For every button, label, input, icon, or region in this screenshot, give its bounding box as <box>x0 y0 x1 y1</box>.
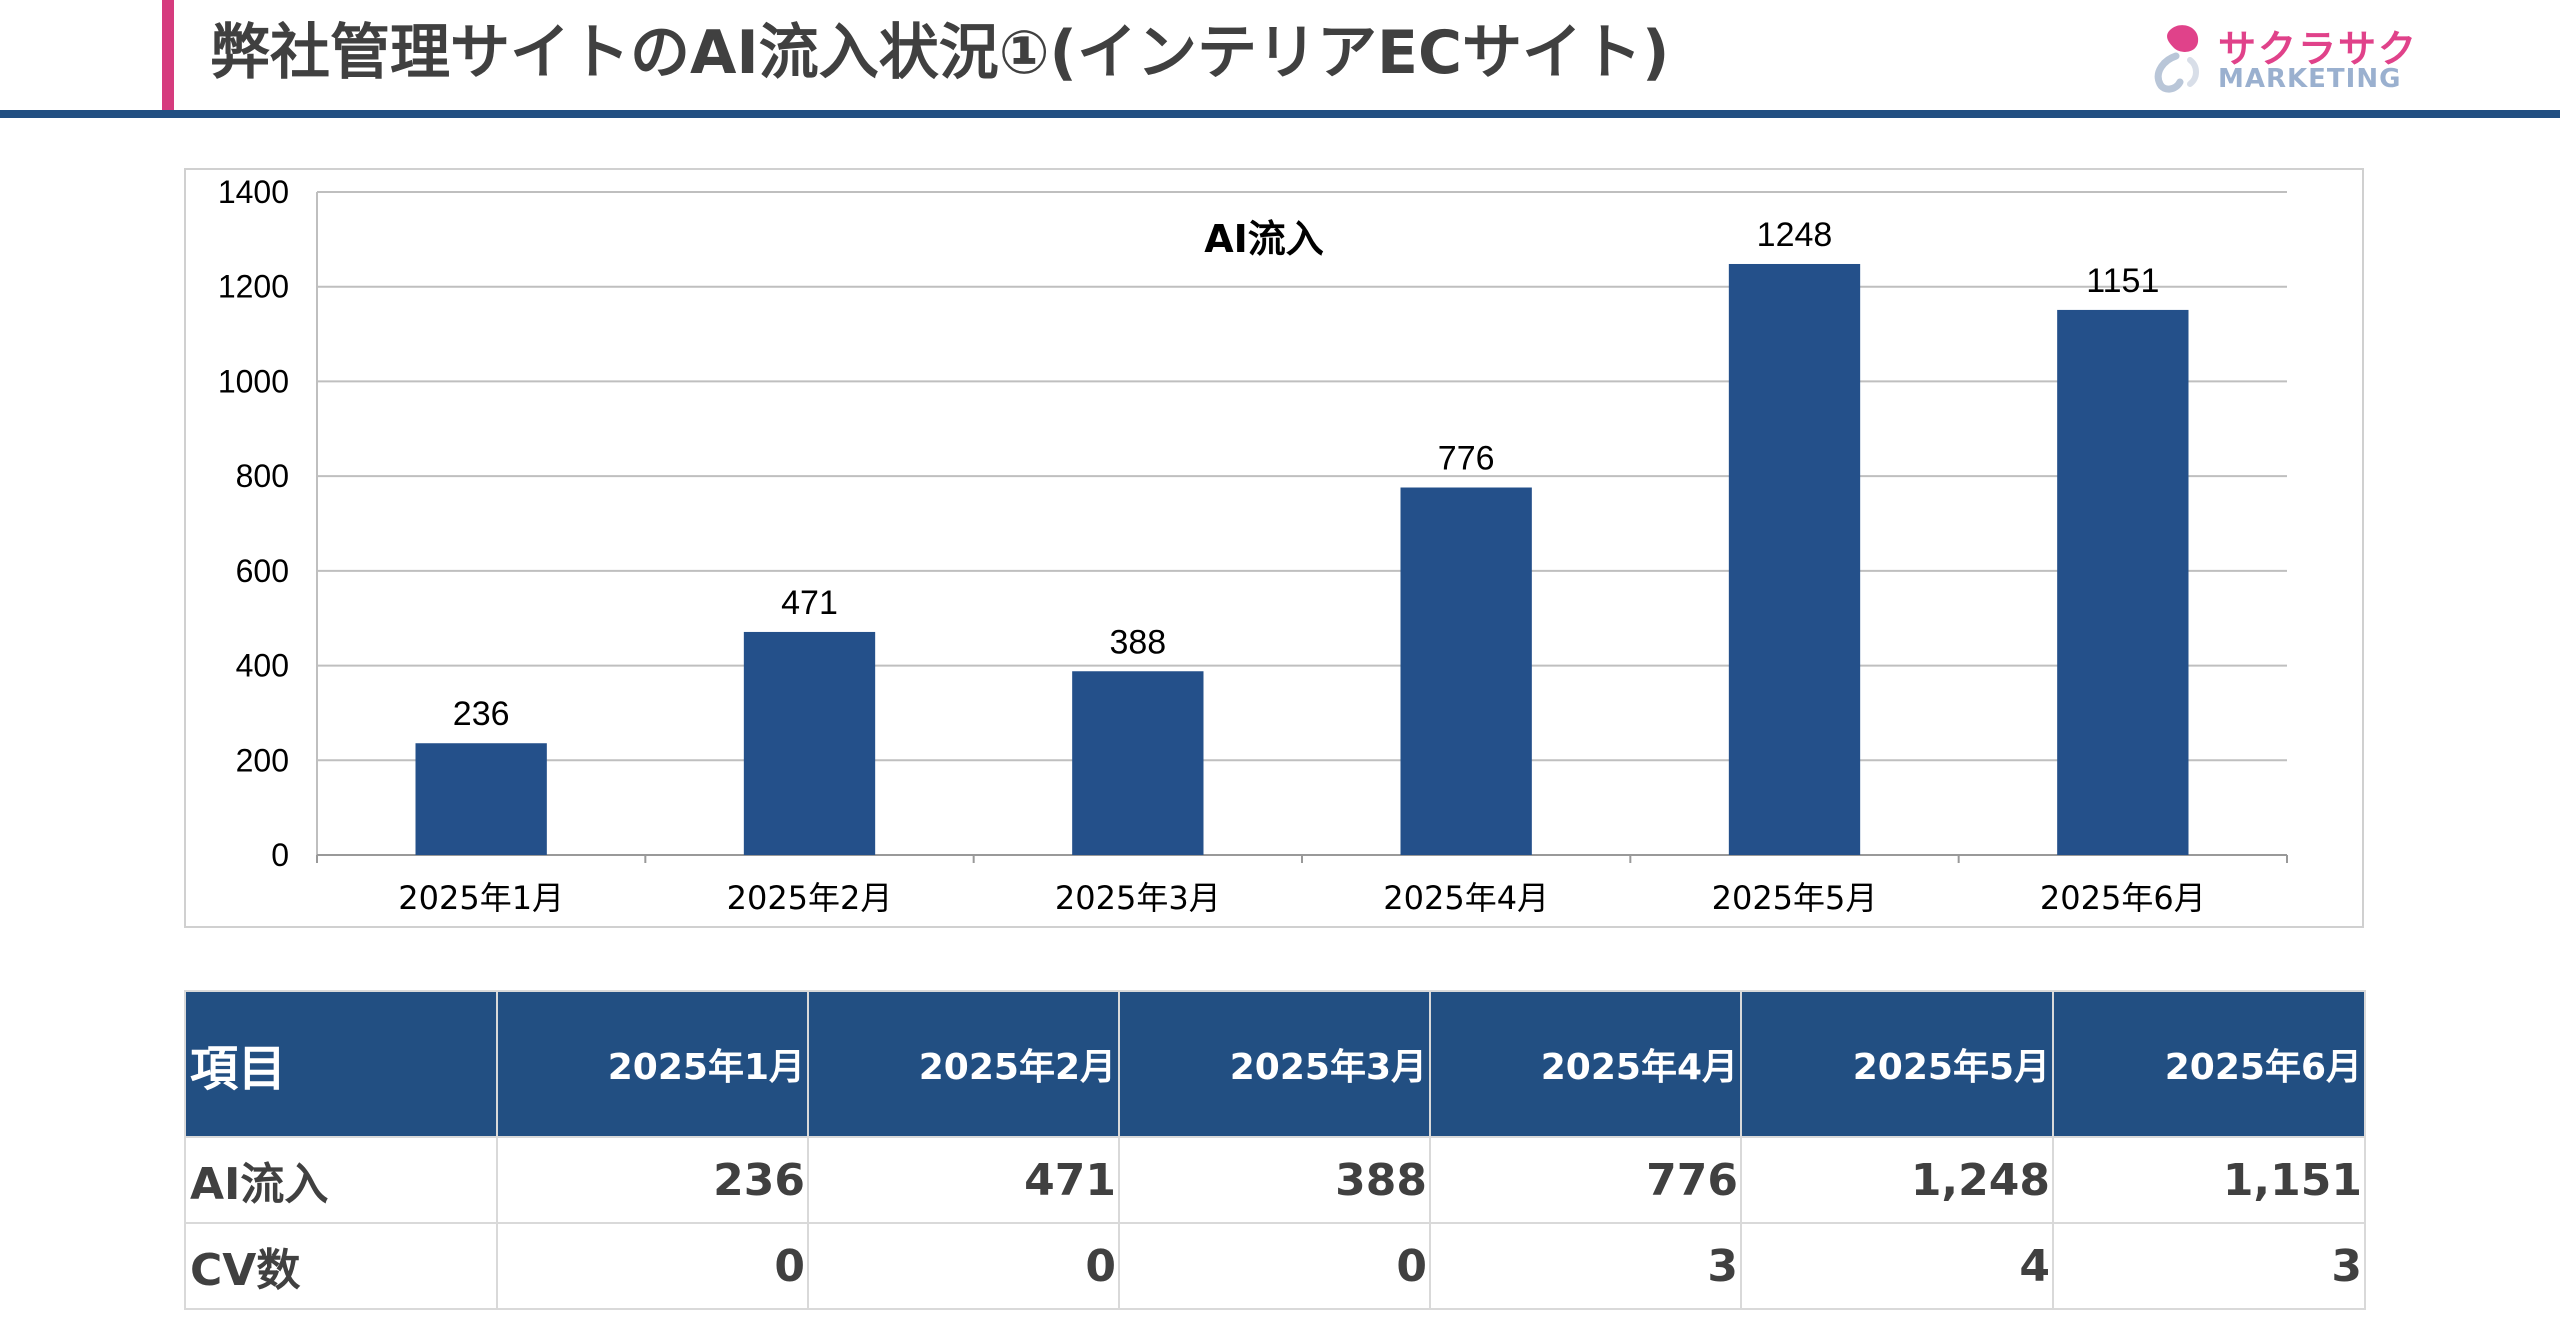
x-tick-label: 2025年4月 <box>1383 879 1549 917</box>
table-header-cell: 2025年3月 <box>1118 990 1431 1138</box>
data-label: 776 <box>1438 440 1495 478</box>
table-cell: 1,151 <box>2052 1136 2366 1224</box>
logo-text-marketing: MARKETING <box>2218 64 2402 94</box>
table-cell: 0 <box>1118 1222 1431 1310</box>
company-logo: サクラサク MARKETING <box>2150 14 2416 100</box>
table-header-cell: 項目 <box>184 990 498 1138</box>
table-row: AI流入 236 471 388 776 1,248 1,151 <box>184 1136 2366 1224</box>
table-cell: 3 <box>2052 1222 2366 1310</box>
page-title: 弊社管理サイトのAI流入状況①(インテリアECサイト) <box>210 18 1670 88</box>
table-cell: 3 <box>1429 1222 1742 1310</box>
table-header-cell: 2025年4月 <box>1429 990 1742 1138</box>
data-label: 1248 <box>1757 216 1833 254</box>
table-cell: AI流入 <box>184 1136 498 1224</box>
x-tick-label: 2025年5月 <box>1712 879 1878 917</box>
y-tick-label: 600 <box>236 553 289 589</box>
sakura-logo-icon <box>2154 25 2199 93</box>
y-tick-label: 1200 <box>218 269 289 305</box>
logo-text-sakurasaku: サクラサク <box>2218 27 2419 71</box>
bar <box>743 631 876 855</box>
table-header-cell: 2025年1月 <box>496 990 809 1138</box>
table-row: CV数 0 0 0 3 4 3 <box>184 1222 2366 1310</box>
header-accent-bar <box>162 0 174 110</box>
data-table: 項目 2025年1月 2025年2月 2025年3月 2025年4月 2025年… <box>184 990 2366 1310</box>
chart-title: AI流入 <box>1204 217 1324 261</box>
bar <box>2057 309 2189 855</box>
table-cell: 236 <box>496 1136 809 1224</box>
y-tick-label: 200 <box>236 742 289 778</box>
header-rule <box>0 110 2560 118</box>
bar <box>1400 487 1532 855</box>
table-header-cell: 2025年2月 <box>807 990 1120 1138</box>
bar <box>1072 671 1204 855</box>
x-tick-label: 2025年1月 <box>398 879 564 917</box>
table-cell: CV数 <box>184 1222 498 1310</box>
x-tick-label: 2025年2月 <box>727 879 893 917</box>
x-tick-label: 2025年3月 <box>1055 879 1221 917</box>
y-tick-label: 800 <box>236 458 289 494</box>
y-tick-label: 0 <box>271 837 289 873</box>
table-cell: 0 <box>496 1222 809 1310</box>
table-cell: 471 <box>807 1136 1120 1224</box>
chart-canvas: 0 200 400 600 800 1000 1200 1400 236 2025年1月 471 20… <box>218 174 2288 917</box>
data-label: 1151 <box>2086 262 2159 300</box>
y-tick-label: 1400 <box>218 174 289 210</box>
y-tick-label: 400 <box>236 648 289 684</box>
table-cell: 388 <box>1118 1136 1431 1224</box>
table-cell: 0 <box>807 1222 1120 1310</box>
table-header-row: 項目 2025年1月 2025年2月 2025年3月 2025年4月 2025年… <box>184 990 2366 1138</box>
table-header-cell: 2025年6月 <box>2052 990 2366 1138</box>
data-label: 471 <box>781 584 838 622</box>
bar-chart: 0 200 400 600 800 1000 1200 1400 236 2025年1月 471 20… <box>184 168 2364 928</box>
y-tick-label: 1000 <box>218 363 289 399</box>
table-cell: 1,248 <box>1740 1136 2054 1224</box>
x-tick-label: 2025年6月 <box>2040 879 2206 917</box>
data-label: 236 <box>453 695 510 733</box>
table-header-cell: 2025年5月 <box>1740 990 2054 1138</box>
bar <box>1728 263 1861 855</box>
table-cell: 776 <box>1429 1136 1742 1224</box>
table-cell: 4 <box>1740 1222 2054 1310</box>
bar <box>415 743 547 855</box>
data-label: 388 <box>1109 623 1166 661</box>
